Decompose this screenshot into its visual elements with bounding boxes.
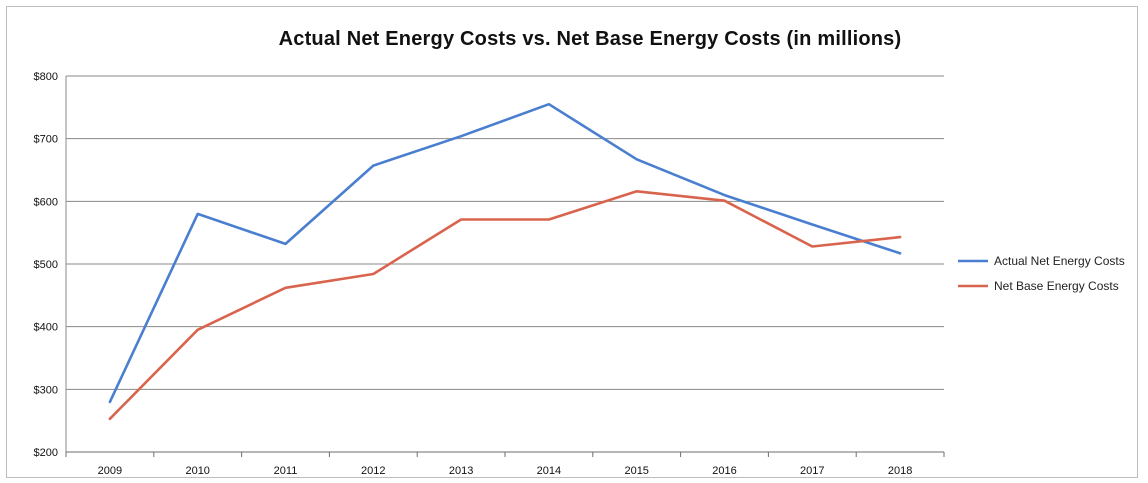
gridlines [66, 75, 944, 390]
y-axis-ticks: $200 $300 $400 $500 $600 $700 $800 [34, 71, 58, 459]
chart-frame [6, 6, 1138, 478]
legend-label: Net Base Energy Costs [994, 279, 1119, 293]
y-tick-label: $200 [34, 447, 58, 459]
series-lines [108, 102, 902, 421]
y-tick-label: $300 [34, 384, 58, 396]
x-tick-label: 2018 [888, 465, 912, 477]
x-tick-label: 2009 [98, 465, 122, 477]
x-tick-label: 2013 [449, 465, 473, 477]
legend: Actual Net Energy Costs Net Base Energy C… [958, 254, 1125, 293]
x-tick-label: 2011 [274, 465, 298, 477]
chart-title: Actual Net Energy Costs vs. Net Base Ene… [278, 28, 902, 50]
x-axis-ticks: 2009 2010 2011 2012 2013 2014 2015 2016 2017 2018 [65, 452, 945, 477]
y-tick-label: $500 [34, 259, 58, 271]
y-tick-label: $400 [34, 322, 58, 334]
x-tick-label: 2015 [624, 465, 648, 477]
series-line-actual-net-energy-costs [108, 102, 902, 404]
x-tick-label: 2012 [361, 465, 385, 477]
y-tick-label: $600 [34, 196, 58, 208]
x-tick-label: 2017 [800, 465, 824, 477]
y-tick-label: $700 [34, 134, 58, 146]
x-tick-label: 2014 [537, 465, 561, 477]
x-tick-label: 2016 [712, 465, 736, 477]
legend-label: Actual Net Energy Costs [994, 254, 1125, 268]
x-tick-label: 2010 [185, 465, 209, 477]
series-line-net-base-energy-costs [108, 190, 902, 421]
y-tick-label: $800 [34, 71, 58, 83]
